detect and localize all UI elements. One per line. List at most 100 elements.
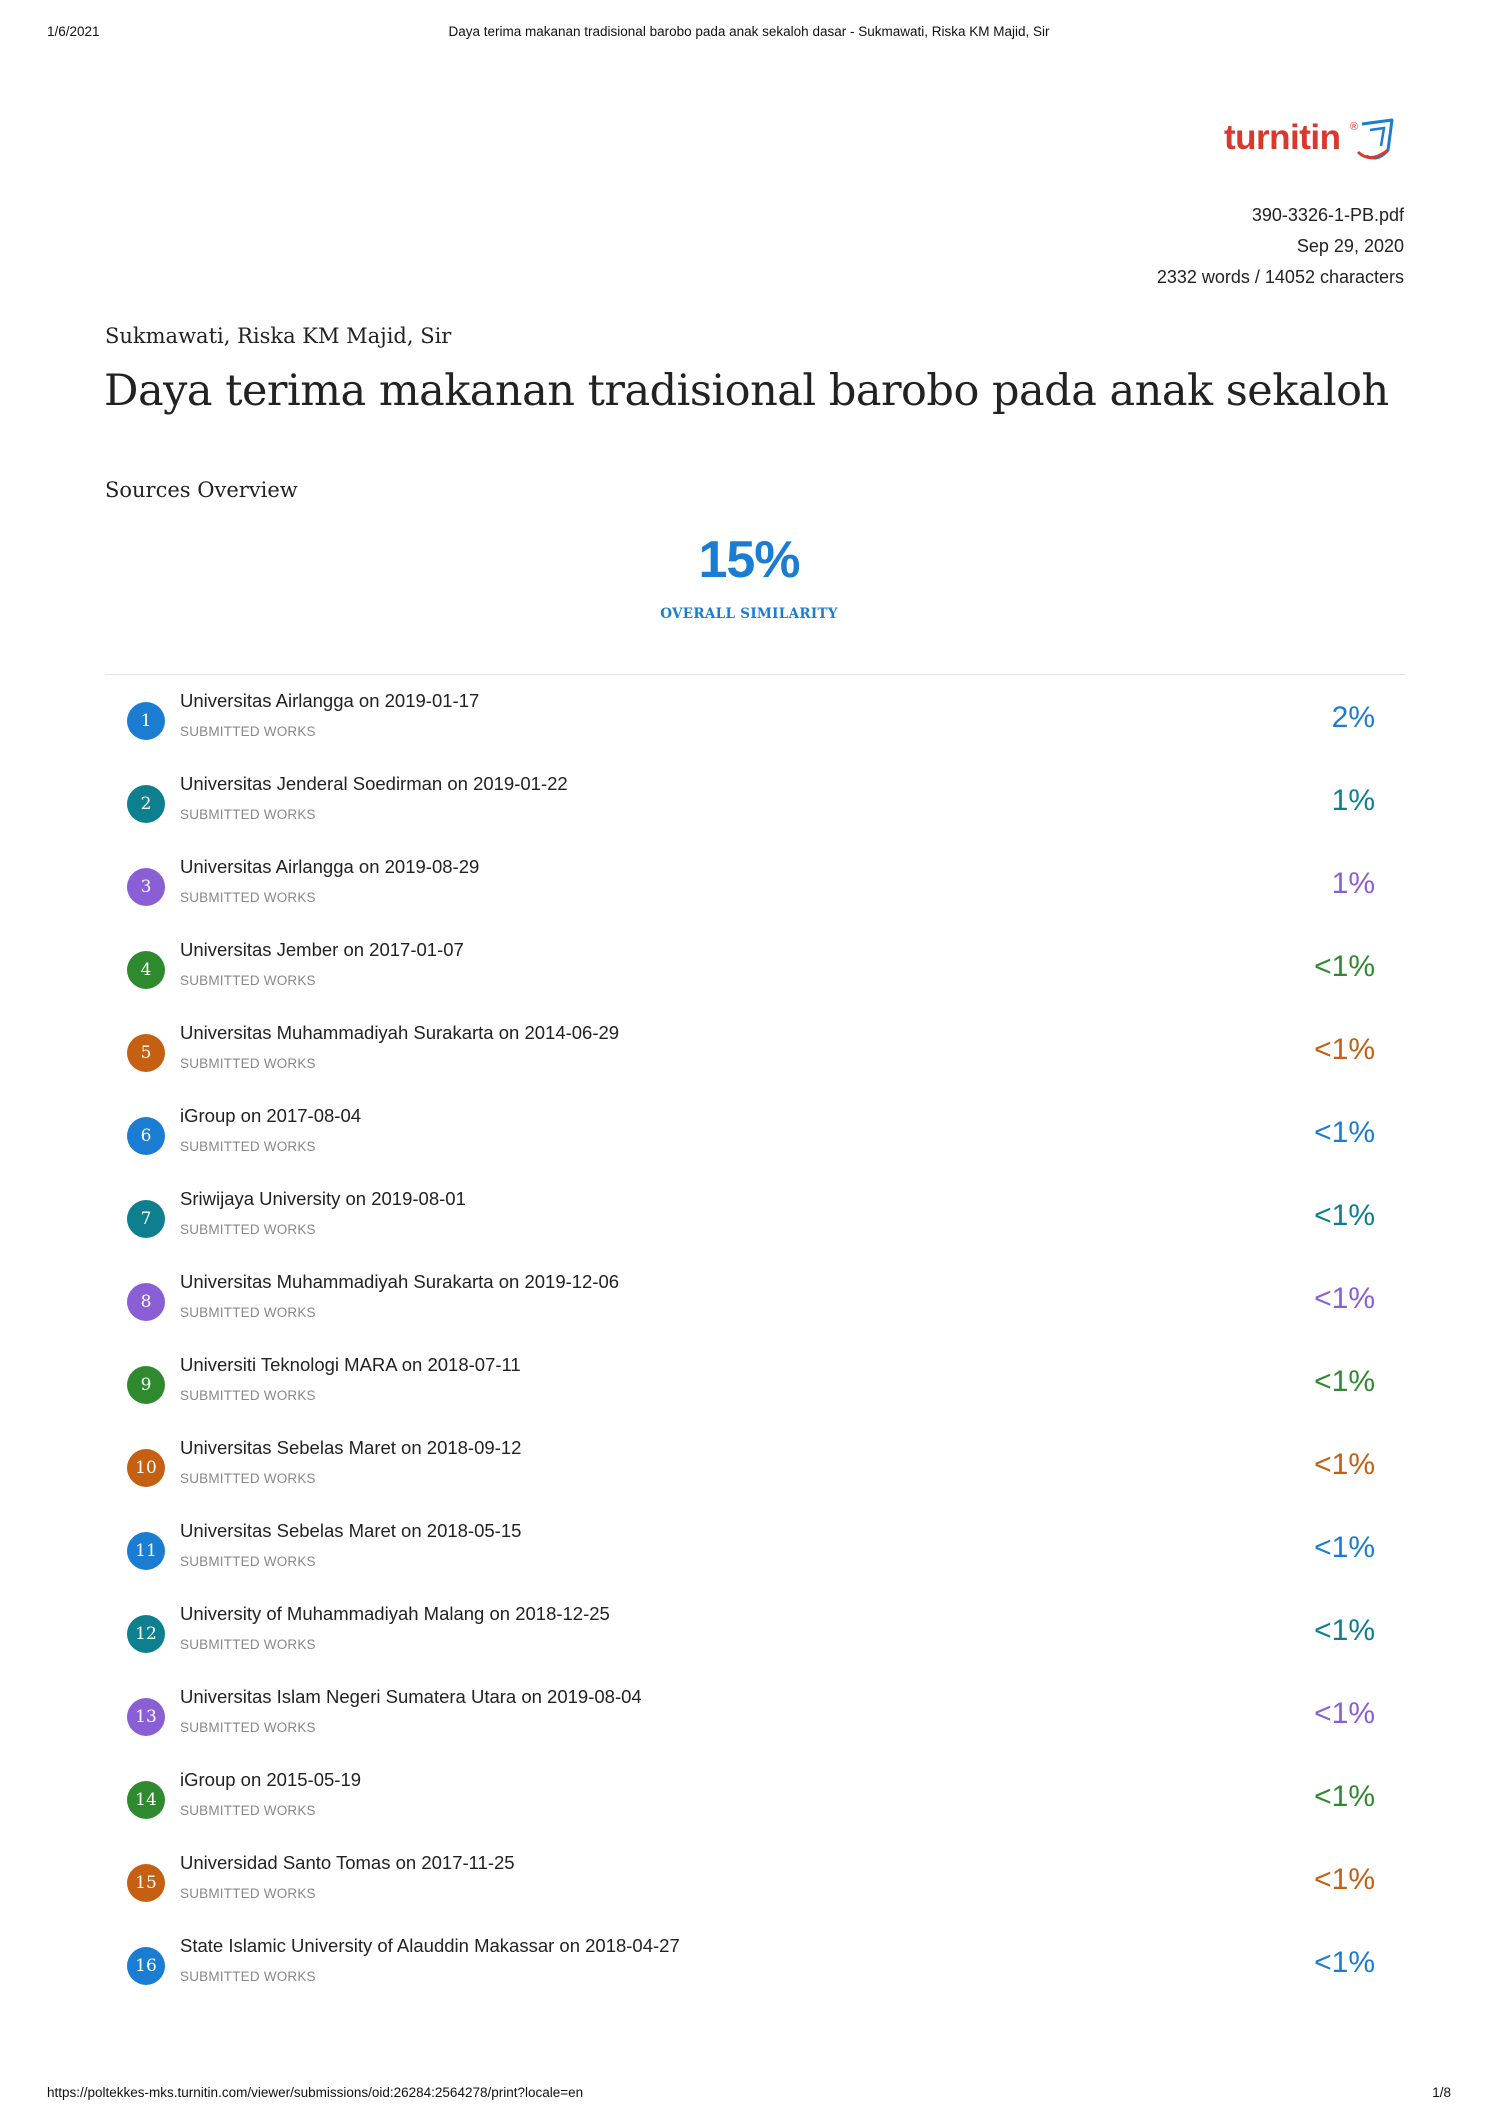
source-number-badge: 9 (127, 1366, 165, 1404)
source-percent: 1% (1331, 867, 1375, 900)
source-type: SUBMITTED WORKS (180, 1222, 316, 1237)
source-type: SUBMITTED WORKS (180, 1139, 316, 1154)
source-percent: <1% (1314, 1365, 1375, 1398)
source-type: SUBMITTED WORKS (180, 1969, 316, 1984)
source-row[interactable]: 9 Universiti Teknologi MARA on 2018-07-11… (105, 1340, 1405, 1423)
source-percent: <1% (1314, 1199, 1375, 1232)
source-number-badge: 5 (127, 1034, 165, 1072)
submission-date: Sep 29, 2020 (1296, 236, 1404, 256)
source-type: SUBMITTED WORKS (180, 1803, 316, 1818)
source-type: SUBMITTED WORKS (180, 1305, 316, 1320)
sources-overview-heading: Sources Overview (105, 478, 298, 502)
source-type: SUBMITTED WORKS (180, 1056, 316, 1071)
source-number-badge: 2 (127, 785, 165, 823)
source-name[interactable]: Universitas Muhammadiyah Surakarta on 20… (180, 1271, 620, 1292)
source-number-badge: 13 (127, 1698, 165, 1736)
source-name[interactable]: Universitas Jenderal Soedirman on 2019-0… (180, 773, 568, 794)
source-number-badge: 15 (127, 1864, 165, 1902)
source-percent: <1% (1314, 1946, 1375, 1979)
source-number-badge: 7 (127, 1200, 165, 1238)
source-percent: <1% (1314, 1448, 1375, 1481)
source-number-badge: 1 (127, 702, 165, 740)
source-row[interactable]: 14 iGroup on 2015-05-19 SUBMITTED WORKS <1% (105, 1755, 1405, 1838)
source-type: SUBMITTED WORKS (180, 1388, 316, 1403)
print-date: 1/6/2021 (47, 24, 100, 39)
source-name[interactable]: Universidad Santo Tomas on 2017-11-25 (180, 1852, 515, 1873)
source-percent: <1% (1314, 1697, 1375, 1730)
word-character-count: 2332 words / 14052 characters (1156, 267, 1404, 287)
source-type: SUBMITTED WORKS (180, 973, 316, 988)
source-percent: <1% (1314, 950, 1375, 983)
source-number-badge: 10 (127, 1449, 165, 1487)
source-percent: <1% (1314, 1863, 1375, 1896)
source-type: SUBMITTED WORKS (180, 890, 316, 905)
source-name[interactable]: iGroup on 2017-08-04 (180, 1105, 362, 1126)
divider (105, 674, 1405, 675)
source-name[interactable]: Universitas Airlangga on 2019-08-29 (180, 856, 480, 877)
source-percent: 1% (1331, 784, 1375, 817)
source-percent: <1% (1314, 1614, 1375, 1647)
logo-registered-mark: ® (1350, 121, 1358, 133)
source-number-badge: 12 (127, 1615, 165, 1653)
source-percent: <1% (1314, 1282, 1375, 1315)
source-number-badge: 4 (127, 951, 165, 989)
print-page-title: Daya terima makanan tradisional barobo p… (448, 24, 1050, 39)
source-name[interactable]: Universitas Airlangga on 2019-01-17 (180, 690, 480, 711)
source-type: SUBMITTED WORKS (180, 1637, 316, 1652)
overall-similarity-label: OVERALL SIMILARITY (660, 606, 838, 622)
source-number-badge: 3 (127, 868, 165, 906)
source-row[interactable]: 2 Universitas Jenderal Soedirman on 2019-… (105, 759, 1405, 842)
source-percent: <1% (1314, 1116, 1375, 1149)
source-row[interactable]: 6 iGroup on 2017-08-04 SUBMITTED WORKS <1% (105, 1091, 1405, 1174)
source-row[interactable]: 1 Universitas Airlangga on 2019-01-17 SUBM… (105, 676, 1405, 759)
source-name[interactable]: iGroup on 2015-05-19 (180, 1769, 362, 1790)
source-type: SUBMITTED WORKS (180, 1471, 316, 1486)
source-row[interactable]: 8 Universitas Muhammadiyah Surakarta on 2… (105, 1257, 1405, 1340)
source-type: SUBMITTED WORKS (180, 1554, 316, 1569)
source-row[interactable]: 16 State Islamic University of Alauddin M… (105, 1921, 1405, 2004)
source-percent: <1% (1314, 1033, 1375, 1066)
source-name[interactable]: Sriwijaya University on 2019-08-01 (180, 1188, 466, 1209)
source-percent: 2% (1331, 701, 1375, 734)
source-number-badge: 11 (127, 1532, 165, 1570)
source-name[interactable]: Universitas Islam Negeri Sumatera Utara … (180, 1686, 642, 1707)
source-row[interactable]: 15 Universidad Santo Tomas on 2017-11-25 S… (105, 1838, 1405, 1921)
source-number-badge: 6 (127, 1117, 165, 1155)
turnitin-logo-icon: ® (1350, 118, 1394, 160)
document-title: Daya terima makanan tradisional barobo p… (104, 366, 1404, 416)
source-name[interactable]: Universitas Sebelas Maret on 2018-09-12 (180, 1437, 522, 1458)
source-name[interactable]: University of Muhammadiyah Malang on 201… (180, 1603, 610, 1624)
source-name[interactable]: State Islamic University of Alauddin Mak… (180, 1935, 680, 1956)
source-row[interactable]: 4 Universitas Jember on 2017-01-07 SUBMITT… (105, 925, 1405, 1008)
page-number: 1/8 (1432, 2085, 1451, 2100)
sources-list: 1 Universitas Airlangga on 2019-01-17 SUBM… (105, 676, 1405, 2004)
file-name: 390-3326-1-PB.pdf (1251, 205, 1404, 225)
source-name[interactable]: Universitas Muhammadiyah Surakarta on 20… (180, 1022, 620, 1043)
source-name[interactable]: Universitas Sebelas Maret on 2018-05-15 (180, 1520, 522, 1541)
source-row[interactable]: 11 Universitas Sebelas Maret on 2018-05-1… (105, 1506, 1405, 1589)
source-type: SUBMITTED WORKS (180, 1720, 316, 1735)
source-number-badge: 8 (127, 1283, 165, 1321)
source-type: SUBMITTED WORKS (180, 724, 316, 739)
source-row[interactable]: 13 Universitas Islam Negeri Sumatera Utar… (105, 1672, 1405, 1755)
source-row[interactable]: 5 Universitas Muhammadiyah Surakarta on 2… (105, 1008, 1405, 1091)
author-name: Sukmawati, Riska KM Majid, Sir (105, 324, 452, 348)
source-type: SUBMITTED WORKS (180, 807, 316, 822)
source-row[interactable]: 10 Universitas Sebelas Maret on 2018-09-1… (105, 1423, 1405, 1506)
source-number-badge: 16 (127, 1947, 165, 1985)
source-row[interactable]: 7 Sriwijaya University on 2019-08-01 SUBMI… (105, 1174, 1405, 1257)
turnitin-logo: turnitin ® (1224, 112, 1404, 168)
source-name[interactable]: Universiti Teknologi MARA on 2018-07-11 (180, 1354, 521, 1375)
source-name[interactable]: Universitas Jember on 2017-01-07 (180, 939, 464, 960)
source-percent: <1% (1314, 1531, 1375, 1564)
print-header: 1/6/2021 Daya terima makanan tradisional… (47, 24, 1451, 44)
source-number-badge: 14 (127, 1781, 165, 1819)
logo-wordmark: turnitin (1224, 118, 1341, 157)
source-type: SUBMITTED WORKS (180, 1886, 316, 1901)
overall-similarity: 15% OVERALL SIMILARITY (0, 530, 1498, 622)
source-row[interactable]: 12 University of Muhammadiyah Malang on 2… (105, 1589, 1405, 1672)
overall-similarity-percent: 15% (698, 531, 800, 589)
source-row[interactable]: 3 Universitas Airlangga on 2019-08-29 SUBM… (105, 842, 1405, 925)
document-meta: 390-3326-1-PB.pdf Sep 29, 2020 2332 word… (1157, 200, 1404, 293)
source-percent: <1% (1314, 1780, 1375, 1813)
